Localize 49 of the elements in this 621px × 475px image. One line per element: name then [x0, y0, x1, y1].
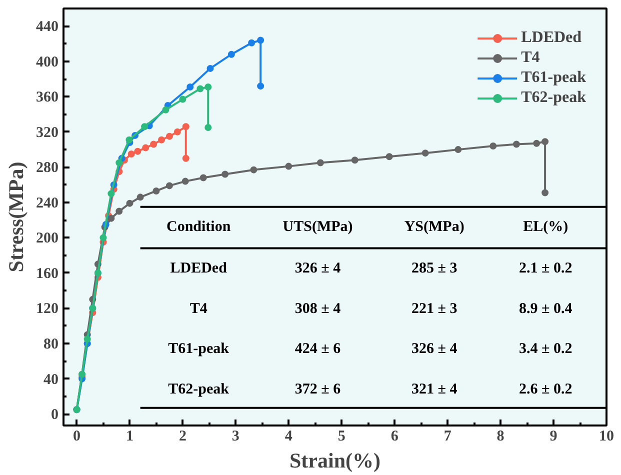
annotation: 2.6 ± 0.2 [518, 381, 572, 398]
x-tick-label: 4 [284, 428, 293, 444]
annotation: T62-peak [168, 381, 230, 398]
legend-label: T62-peak [521, 89, 586, 107]
annotation: UTS(MPa) [282, 219, 353, 236]
x-tick-label: 10 [599, 428, 614, 444]
annotation: 3.4 ± 0.2 [518, 340, 572, 357]
x-tick-label: 3 [232, 428, 240, 444]
annotation: 326 ± 4 [411, 340, 458, 357]
y-tick-label: 400 [36, 54, 58, 70]
y-tick-label: 240 [36, 195, 58, 212]
annotation: 326 ± 4 [294, 260, 342, 277]
y-tick-label: 40 [44, 372, 58, 388]
x-tick-label: 1 [126, 428, 134, 444]
y-tick-label: 160 [36, 266, 58, 282]
x-axis-title: Strain(%) [290, 448, 381, 472]
y-tick-label: 320 [36, 124, 58, 141]
annotation: 308 ± 4 [294, 301, 342, 318]
annotation: 2.1 ± 0.2 [518, 260, 572, 277]
annotation: LDEDed [170, 260, 228, 277]
x-tick-label: 5 [338, 428, 346, 444]
x-tick-label: 2 [178, 428, 186, 444]
annotation: 372 ± 6 [294, 381, 342, 398]
y-tick-label: 200 [36, 230, 58, 247]
x-tick-label: 6 [390, 428, 399, 444]
annotation: T4 [190, 301, 208, 318]
annotation: 321 ± 4 [411, 381, 458, 398]
annotation: 424 ± 6 [294, 340, 342, 357]
y-tick-label: 80 [44, 336, 58, 353]
annotation: EL(%) [523, 219, 568, 236]
legend-label: T4 [521, 49, 541, 67]
y-tick-label: 0 [51, 407, 58, 424]
x-tick-label: 7 [444, 428, 452, 444]
y-tick-label: 280 [36, 160, 58, 176]
annotation: 285 ± 3 [411, 260, 458, 277]
x-tick-label: 0 [72, 428, 80, 444]
annotation: Condition [166, 219, 232, 236]
x-tick-label: 9 [550, 428, 558, 444]
y-tick-label: 360 [36, 90, 58, 106]
x-tick-label: 8 [496, 428, 504, 444]
y-axis-title: Stress(MPa) [4, 162, 28, 272]
y-tick-label: 120 [36, 301, 58, 318]
annotation: 221 ± 3 [411, 301, 458, 318]
legend-label: T61-peak [521, 69, 586, 87]
annotation: T61-peak [168, 340, 230, 357]
legend-label: LDEDed [521, 29, 582, 47]
annotation: YS(MPa) [404, 219, 464, 236]
y-tick-label: 440 [36, 19, 58, 36]
annotation: 8.9 ± 0.4 [518, 301, 573, 318]
